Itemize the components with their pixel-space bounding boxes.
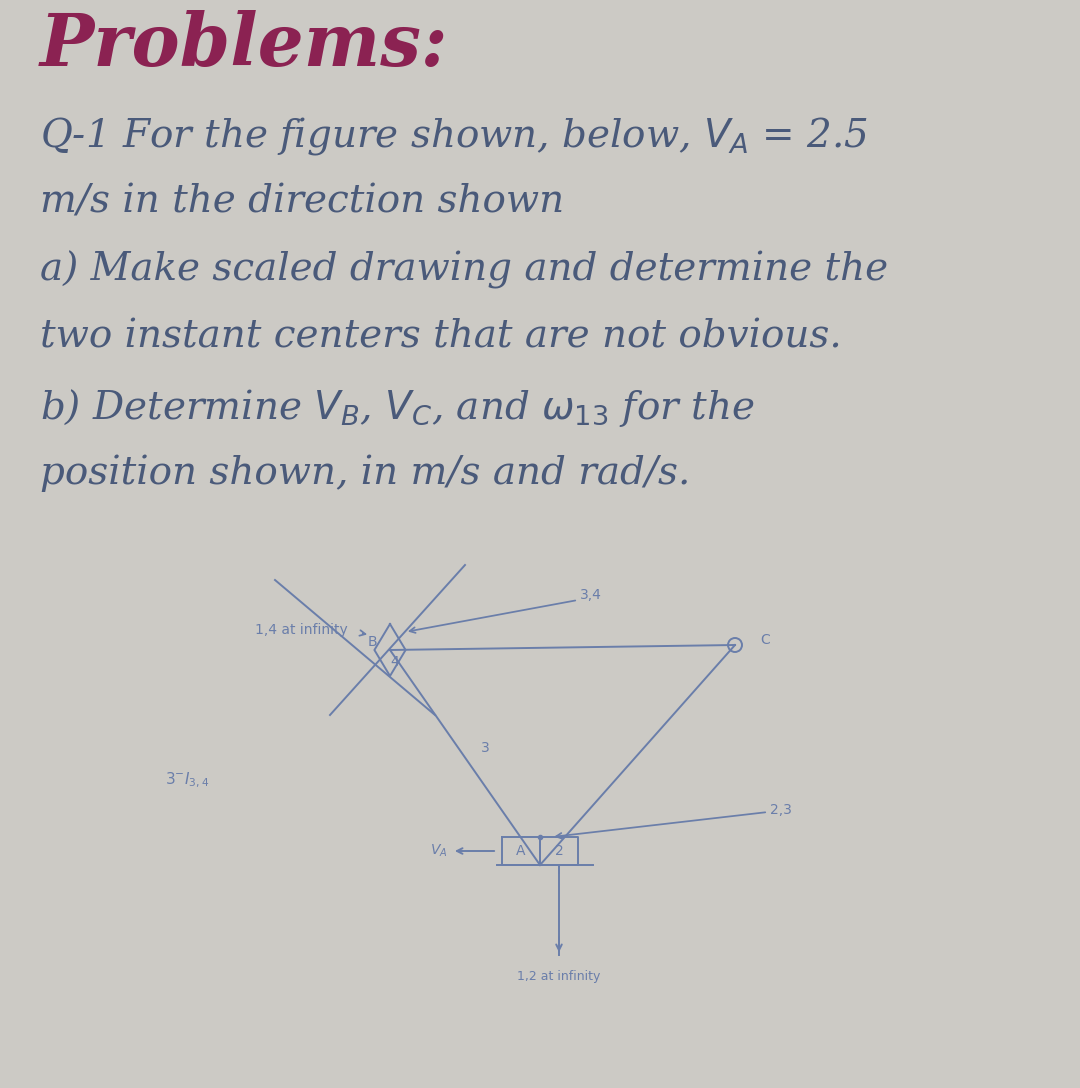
Text: m/s in the direction shown: m/s in the direction shown — [40, 183, 564, 220]
Text: position shown, in m/s and rad/s.: position shown, in m/s and rad/s. — [40, 455, 690, 493]
Text: a) Make scaled drawing and determine the: a) Make scaled drawing and determine the — [40, 251, 888, 289]
Text: 2,3: 2,3 — [770, 803, 792, 817]
Text: 3,4: 3,4 — [580, 588, 602, 602]
Text: 4: 4 — [391, 655, 400, 669]
Text: Q-1 For the figure shown, below, $V_A$ = 2.5: Q-1 For the figure shown, below, $V_A$ =… — [40, 115, 868, 157]
Text: 3$^{-}I_{3,4}$: 3$^{-}I_{3,4}$ — [165, 770, 210, 790]
Text: b) Determine $V_B$, $V_C$, and $\omega_{13}$ for the: b) Determine $V_B$, $V_C$, and $\omega_{… — [40, 387, 755, 429]
Text: Problems:: Problems: — [40, 10, 448, 81]
Text: 3: 3 — [481, 741, 489, 754]
Text: C: C — [760, 633, 770, 647]
Text: 1,4 at infinity: 1,4 at infinity — [255, 623, 348, 636]
Text: B: B — [367, 635, 377, 650]
Text: 1,2 at infinity: 1,2 at infinity — [517, 970, 600, 982]
Text: two instant centers that are not obvious.: two instant centers that are not obvious… — [40, 319, 841, 356]
Text: $V_A$: $V_A$ — [430, 843, 447, 860]
Text: 2: 2 — [555, 844, 564, 858]
Text: A: A — [516, 844, 526, 858]
